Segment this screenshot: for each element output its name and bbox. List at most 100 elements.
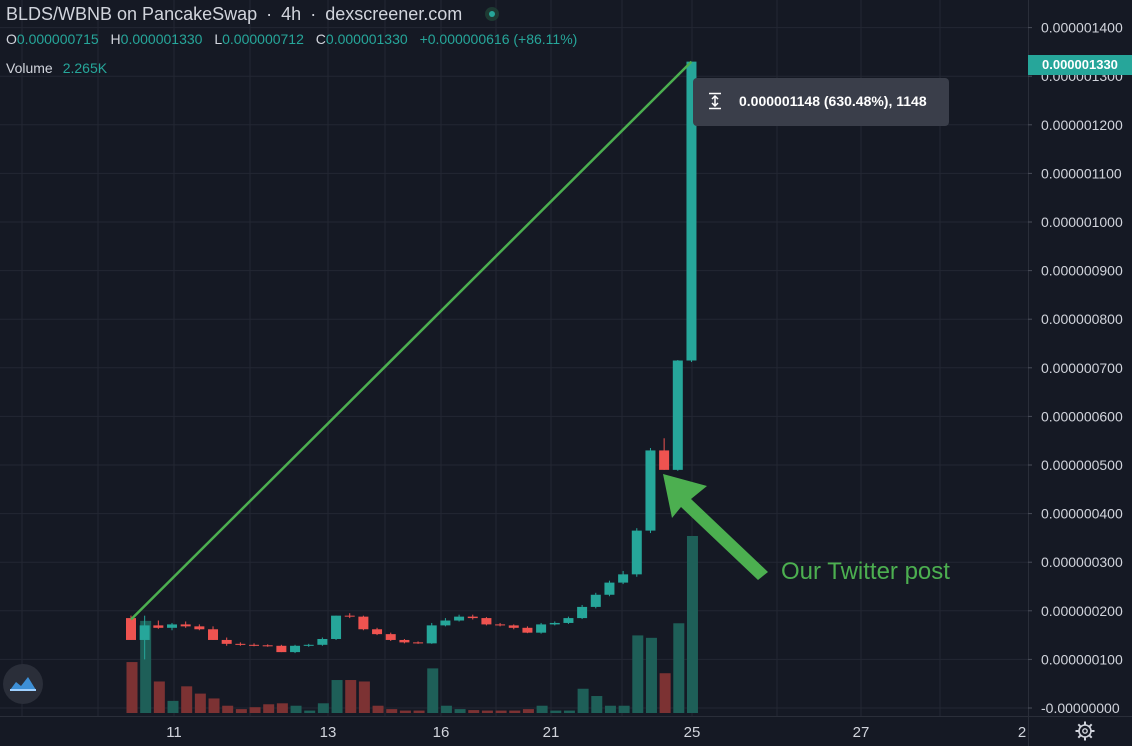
ohlc-legend: O0.000000715 H0.000001330 L0.000000712 C… [6,31,585,47]
low-value: 0.000000712 [222,31,304,47]
volume-bar [181,686,193,713]
candle-body [495,624,506,626]
volume-bar [290,705,302,713]
candle-body [399,639,410,643]
volume-bar [249,707,261,713]
candle-body [549,622,560,625]
volume-bar [427,668,439,713]
volume-bar [140,620,152,713]
candle-body [276,645,287,653]
high-value: 0.000001330 [120,31,203,47]
candle-body [153,625,164,628]
volume-bar [317,703,329,713]
candle-body [249,644,260,646]
candle-body [290,645,301,653]
volume-bar [509,710,521,713]
y-axis-label: 0.000000900 [1041,263,1123,279]
y-axis-label: -0.00000000 [1041,700,1120,716]
candle-body [413,642,424,644]
candle-body [167,624,178,628]
volume-bar [194,693,206,713]
volume-bar [604,705,616,713]
candle-body [467,616,478,619]
candle-body [659,450,670,470]
chart-title: BLDS/WBNB on PancakeSwap · 4h · dexscree… [6,4,500,25]
candle-body [194,626,205,630]
dexscreener-logo-icon[interactable] [2,663,44,705]
volume-bar [345,680,357,713]
gear-icon[interactable] [1074,720,1096,742]
volume-bar [167,700,179,713]
x-axis-label: 2 [1018,724,1026,741]
high-label: H [110,31,121,47]
separator-dot: · [310,4,317,24]
candle-body [235,643,246,645]
annotation-arrow [663,474,768,580]
y-axis-label: 0.000001200 [1041,117,1123,133]
candle-body [426,625,437,644]
candle-body [440,620,451,626]
volume-bar [618,705,630,713]
close-value: 0.000001330 [325,31,408,47]
y-axis-label: 0.000001100 [1041,165,1122,181]
candle-body [344,615,355,617]
candle-body [358,616,369,630]
candle-body [590,594,601,607]
source-label: dexscreener.com [325,4,463,24]
candle-body [604,582,615,595]
volume-value: 2.265K [62,60,108,76]
volume-bar [126,662,138,713]
candle-body [139,625,150,640]
volume-bar [522,709,534,713]
x-axis-label: 27 [853,724,870,741]
volume-bar [276,703,288,713]
measure-icon [709,92,721,110]
close-label: C [315,31,326,47]
candle-body [331,615,342,639]
volume-label: Volume [6,60,53,76]
volume-bar [263,704,275,713]
volume-bar [645,637,657,713]
y-axis-label: 0.000000400 [1041,506,1123,522]
volume-bar [659,673,671,713]
candle-body [481,618,492,625]
volume-bar [413,710,425,713]
candle-body [645,450,656,531]
interval-label[interactable]: 4h [281,4,302,24]
open-label: O [6,31,17,47]
volume-bar [399,710,411,713]
volume-bar [331,680,343,713]
low-label: L [214,31,223,47]
x-axis-label: 13 [320,724,337,741]
last-price-badge: 0.000001330 [1028,55,1132,75]
y-axis-label: 0.000001000 [1041,214,1123,230]
volume-bar [632,635,644,713]
measure-tooltip: 0.000001148 (630.48%), 1148 [693,78,949,126]
volume-legend: Volume 2.265K [6,60,107,76]
separator-dot: · [266,4,273,24]
volume-bar [208,698,220,713]
volume-bar [468,710,480,713]
candle-body [180,624,191,627]
status-dot-icon [485,7,500,21]
candle-body [385,634,396,640]
volume-bar [372,705,384,713]
pair-label: BLDS/WBNB on PancakeSwap [6,4,258,24]
y-axis-label: 0.000000200 [1041,603,1123,619]
candle-body [672,360,683,470]
x-axis-label: 21 [543,724,560,741]
candle-body [618,574,629,583]
measure-trend-line [130,60,693,621]
volume-bar [222,705,234,713]
change-value: +0.000000616 (+86.11%) [419,31,578,47]
y-axis-label: 0.000000300 [1041,554,1123,570]
y-axis-label: 0.000000600 [1041,408,1123,424]
y-axis-label: 0.000000800 [1041,311,1123,327]
volume-bar [563,710,575,713]
candle-body [563,618,574,623]
volume-bar [235,709,247,713]
volume-bar [686,535,698,713]
candle-body [536,624,547,633]
x-axis-label: 16 [433,724,450,741]
